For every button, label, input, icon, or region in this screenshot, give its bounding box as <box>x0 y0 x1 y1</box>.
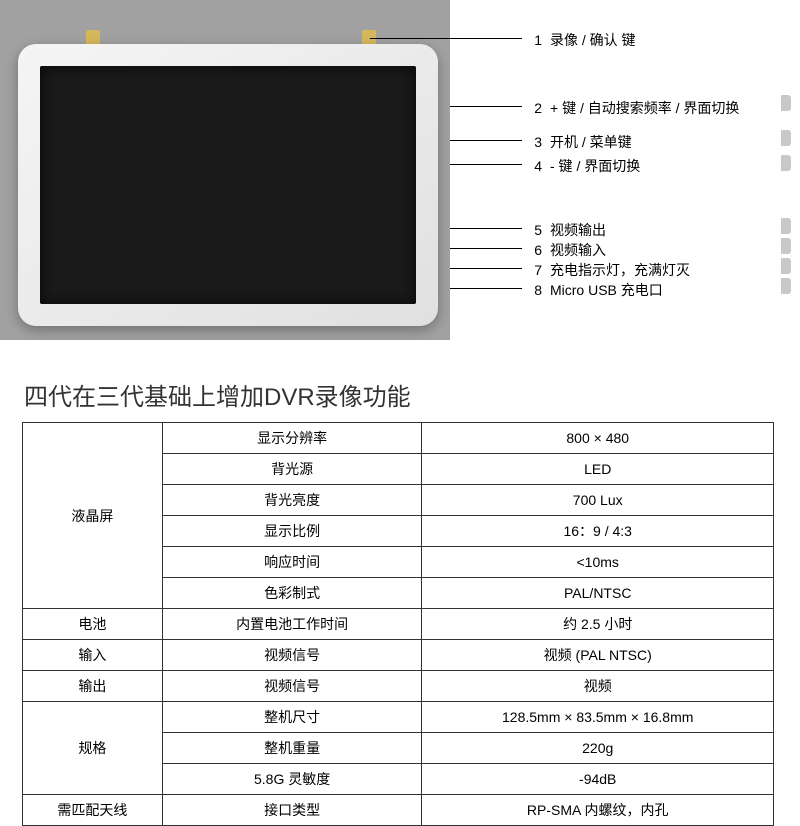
callout-number: 5 <box>528 222 542 238</box>
spec-attribute: 接口类型 <box>162 795 422 826</box>
callout-text: Micro USB 充电口 <box>550 282 663 298</box>
spec-value: 约 2.5 小时 <box>422 609 774 640</box>
spec-value: <10ms <box>422 547 774 578</box>
callout-line <box>450 268 522 269</box>
spec-value: 16：9 / 4:3 <box>422 516 774 547</box>
spec-category: 液晶屏 <box>23 423 163 609</box>
callout-label: 7 充电指示灯，充满灯灭 <box>528 260 690 280</box>
spec-attribute: 背光源 <box>162 454 422 485</box>
spec-value: 220g <box>422 733 774 764</box>
spec-attribute: 色彩制式 <box>162 578 422 609</box>
side-port <box>781 155 791 171</box>
callout-number: 8 <box>528 282 542 298</box>
spec-attribute: 响应时间 <box>162 547 422 578</box>
callout-text: + 键 / 自动搜索频率 / 界面切换 <box>550 100 739 116</box>
callout-label: 1 录像 / 确认 键 <box>528 30 636 50</box>
spec-attribute: 背光亮度 <box>162 485 422 516</box>
side-port <box>781 218 791 234</box>
spec-attribute: 5.8G 灵敏度 <box>162 764 422 795</box>
side-port <box>781 95 791 111</box>
spec-value: 128.5mm × 83.5mm × 16.8mm <box>422 702 774 733</box>
side-port <box>781 238 791 254</box>
callout-line <box>450 228 522 229</box>
spec-value: 视频 <box>422 671 774 702</box>
spec-attribute: 视频信号 <box>162 640 422 671</box>
side-port <box>781 130 791 146</box>
headline: 四代在三代基础上增加DVR录像功能 <box>0 365 800 422</box>
spec-table: 液晶屏显示分辨率800 × 480背光源LED背光亮度700 Lux显示比例16… <box>22 422 774 826</box>
spec-value: PAL/NTSC <box>422 578 774 609</box>
spec-value: RP-SMA 内螺纹，内孔 <box>422 795 774 826</box>
callout-line <box>450 140 522 141</box>
spec-value: 视频 (PAL NTSC) <box>422 640 774 671</box>
side-port <box>781 278 791 294</box>
callout-line <box>450 106 522 107</box>
callout-number: 4 <box>528 158 542 174</box>
diagram-section: 1 录像 / 确认 键 2 + 键 / 自动搜索频率 / 界面切换 3 开机 / 菜单键 4… <box>0 0 800 365</box>
callout-text: 充电指示灯，充满灯灭 <box>550 262 690 278</box>
spec-attribute: 显示分辨率 <box>162 423 422 454</box>
table-row: 需匹配天线接口类型RP-SMA 内螺纹，内孔 <box>23 795 774 826</box>
callout-text: - 键 / 界面切换 <box>550 158 640 174</box>
spec-category: 电池 <box>23 609 163 640</box>
spec-value: -94dB <box>422 764 774 795</box>
spec-value: 800 × 480 <box>422 423 774 454</box>
callout-number: 7 <box>528 262 542 278</box>
spec-attribute: 整机尺寸 <box>162 702 422 733</box>
side-port <box>781 258 791 274</box>
callout-label: 4 - 键 / 界面切换 <box>528 156 640 176</box>
callout-line <box>450 288 522 289</box>
callout-line <box>450 164 522 165</box>
spec-attribute: 显示比例 <box>162 516 422 547</box>
callout-label: 6 视频输入 <box>528 240 606 260</box>
table-row: 规格整机尺寸128.5mm × 83.5mm × 16.8mm <box>23 702 774 733</box>
spec-value: LED <box>422 454 774 485</box>
spec-attribute: 内置电池工作时间 <box>162 609 422 640</box>
callout-text: 录像 / 确认 键 <box>550 32 636 48</box>
callout-label: 2 + 键 / 自动搜索频率 / 界面切换 <box>528 98 739 118</box>
spec-attribute: 视频信号 <box>162 671 422 702</box>
device-screen <box>40 66 416 304</box>
callout-text: 视频输出 <box>550 222 606 238</box>
callout-number: 6 <box>528 242 542 258</box>
table-row: 输出视频信号视频 <box>23 671 774 702</box>
spec-category: 输入 <box>23 640 163 671</box>
table-row: 液晶屏显示分辨率800 × 480 <box>23 423 774 454</box>
callout-text: 开机 / 菜单键 <box>550 134 632 150</box>
table-row: 输入视频信号视频 (PAL NTSC) <box>23 640 774 671</box>
callout-label: 8 Micro USB 充电口 <box>528 280 663 300</box>
spec-value: 700 Lux <box>422 485 774 516</box>
spec-category: 规格 <box>23 702 163 795</box>
spec-category: 输出 <box>23 671 163 702</box>
callout-line <box>370 38 522 39</box>
callout-text: 视频输入 <box>550 242 606 258</box>
table-row: 电池内置电池工作时间约 2.5 小时 <box>23 609 774 640</box>
callout-number: 3 <box>528 134 542 150</box>
callout-number: 2 <box>528 100 542 116</box>
callout-line <box>450 248 522 249</box>
callout-label: 3 开机 / 菜单键 <box>528 132 632 152</box>
callout-number: 1 <box>528 32 542 48</box>
callout-label: 5 视频输出 <box>528 220 606 240</box>
spec-attribute: 整机重量 <box>162 733 422 764</box>
spec-category: 需匹配天线 <box>23 795 163 826</box>
